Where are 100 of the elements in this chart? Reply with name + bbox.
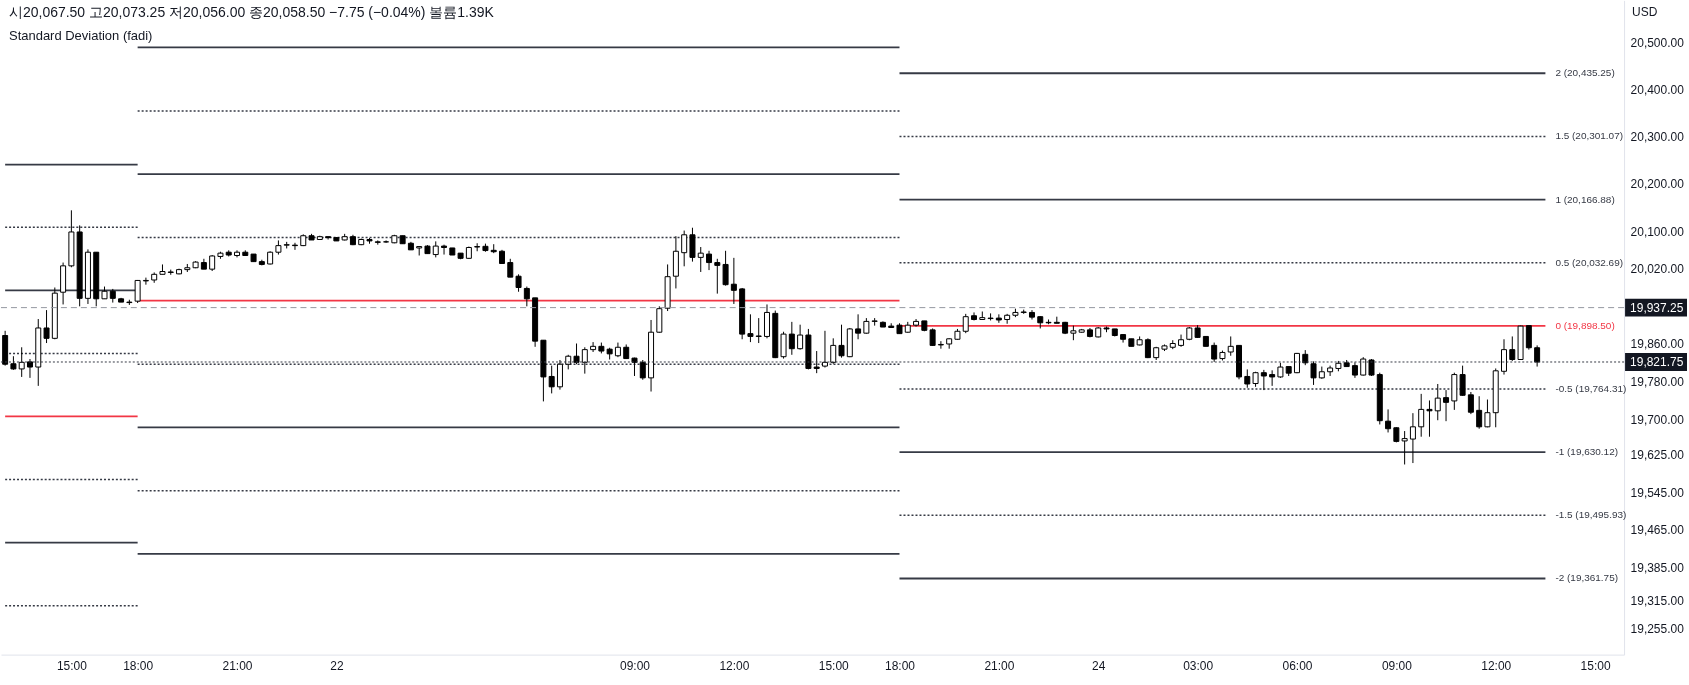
candlestick xyxy=(18,346,25,378)
candlestick xyxy=(755,317,762,344)
candlestick xyxy=(1426,399,1433,438)
candlestick xyxy=(838,324,845,359)
candlestick xyxy=(1418,393,1425,438)
y-tick-label: 19,255.00 xyxy=(1630,622,1685,637)
candlestick xyxy=(507,258,514,278)
candlestick xyxy=(291,242,298,251)
candlestick xyxy=(1227,335,1234,357)
candlestick xyxy=(714,258,721,295)
x-tick-label: 15:00 xyxy=(818,659,850,674)
series-label: 0 (19,898.50) xyxy=(1555,319,1615,331)
y-tick-label: 20,500.00 xyxy=(1630,36,1685,51)
ref-line-label: 19,821.75 xyxy=(1630,354,1684,369)
candlestick xyxy=(962,313,969,334)
x-tick-label: 12:00 xyxy=(1481,659,1512,674)
candlestick xyxy=(797,324,804,351)
x-tick-label: 03:00 xyxy=(1183,659,1214,674)
candlestick xyxy=(1004,313,1011,325)
x-tick-label: 09:00 xyxy=(620,659,651,674)
candlestick xyxy=(1509,335,1516,362)
candlestick xyxy=(1211,342,1218,363)
candlestick xyxy=(788,321,795,356)
candlestick xyxy=(689,227,696,263)
x-tick-label: 09:00 xyxy=(1381,659,1413,674)
y-tick-label: 19,545.00 xyxy=(1630,485,1685,500)
candlestick xyxy=(1327,365,1334,377)
series-label: 0.5 (20,032.69) xyxy=(1555,256,1624,268)
chart-title: 시20,067.50 고20,073.25 저20,056.00 종20,058.50 −7.75 (−0.04%) 볼륨1.39K xyxy=(8,4,495,21)
y-tick-label: 20,020.00 xyxy=(1630,262,1685,277)
candlestick xyxy=(1443,389,1450,422)
x-tick-label: 15:00 xyxy=(56,659,88,674)
candlestick xyxy=(706,250,713,271)
text: Standard Deviation (fadi) xyxy=(8,28,153,44)
candlestick xyxy=(556,359,563,391)
y-tick-label: 20,300.00 xyxy=(1630,130,1685,145)
candlestick xyxy=(43,309,50,344)
y-tick-label: 19,860.00 xyxy=(1630,337,1685,352)
candlestick xyxy=(590,341,597,353)
y-tick-label: 20,400.00 xyxy=(1630,83,1685,98)
candlestick xyxy=(1501,338,1507,376)
candlestick xyxy=(639,359,646,381)
y-axis-title: USD xyxy=(1632,5,1658,20)
x-tick-label: 15:00 xyxy=(1580,659,1611,674)
candlestick xyxy=(1409,412,1416,464)
candlestick xyxy=(26,358,33,379)
x-tick-label: 18:00 xyxy=(885,659,916,674)
x-tick-label: 21:00 xyxy=(222,659,253,674)
candlestick xyxy=(681,230,688,267)
candlestick xyxy=(1534,344,1541,368)
x-tick-label: 06:00 xyxy=(1282,659,1313,674)
candlestick xyxy=(855,313,862,340)
y-tick-label: 19,625.00 xyxy=(1630,448,1685,463)
series-label: 1 (20,166.88) xyxy=(1555,193,1615,205)
candlestick xyxy=(1434,383,1441,421)
candlestick xyxy=(813,350,820,374)
candlestick xyxy=(1484,399,1491,428)
y-tick-label: 19,780.00 xyxy=(1630,375,1685,390)
candlestick xyxy=(780,331,787,360)
candlestick xyxy=(1525,325,1532,351)
candlestick xyxy=(830,337,837,365)
candlestick xyxy=(937,340,944,350)
candlestick xyxy=(821,330,828,369)
y-tick-label: 20,100.00 xyxy=(1630,224,1685,239)
candlestick xyxy=(764,303,770,339)
candlestick xyxy=(995,313,1002,324)
candlestick xyxy=(656,305,663,334)
candlestick xyxy=(1459,365,1466,397)
candlestick xyxy=(142,277,149,286)
candlestick xyxy=(730,257,737,305)
ref-line-label: 19,937.25 xyxy=(1630,300,1684,315)
candlestick xyxy=(1260,369,1267,391)
y-tick-label: 19,385.00 xyxy=(1630,561,1685,576)
series-label: 1.5 (20,301.07) xyxy=(1555,130,1624,142)
candlestick xyxy=(523,286,530,307)
series-label: -2 (19,361.75) xyxy=(1555,572,1619,584)
y-tick-label: 19,315.00 xyxy=(1630,593,1685,608)
candlestick xyxy=(548,365,555,394)
candlestick xyxy=(1360,356,1367,377)
candlestick xyxy=(1385,408,1392,433)
candlestick xyxy=(581,346,588,375)
y-tick-label: 19,465.00 xyxy=(1630,523,1685,538)
series-label: 2 (20,435.25) xyxy=(1555,67,1615,79)
series-label: -0.5 (19,764.31) xyxy=(1555,383,1627,395)
x-tick-label: 22 xyxy=(330,659,344,674)
candlestick xyxy=(1244,368,1251,389)
candlestick xyxy=(631,357,638,377)
candlestick xyxy=(1401,430,1408,465)
candlestick xyxy=(722,250,729,287)
x-tick-label: 24 xyxy=(1092,659,1106,674)
x-tick-label: 21:00 xyxy=(984,659,1015,674)
candlestick xyxy=(1467,391,1474,415)
x-tick-label: 18:00 xyxy=(123,659,154,674)
candlestick xyxy=(747,313,754,343)
x-tick-label: 12:00 xyxy=(719,659,750,674)
series-label: -1 (19,630.12) xyxy=(1555,446,1619,458)
candlestick xyxy=(1269,369,1276,387)
candlestick xyxy=(697,246,704,273)
y-tick-label: 20,200.00 xyxy=(1630,177,1685,192)
series-label: -1.5 (19,495.93) xyxy=(1555,509,1627,521)
